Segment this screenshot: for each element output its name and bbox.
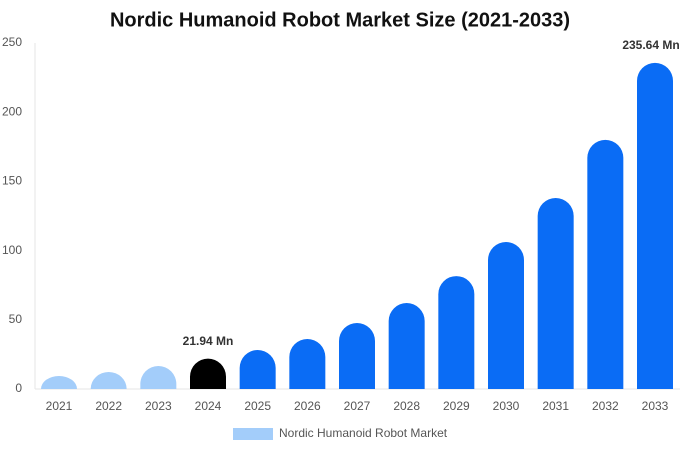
bar <box>438 276 475 389</box>
x-tick-label: 2030 <box>493 399 520 413</box>
x-tick-label: 2026 <box>294 399 321 413</box>
x-tick-label: 2031 <box>542 399 569 413</box>
bar <box>488 242 524 389</box>
bar <box>239 349 276 389</box>
y-tick-label: 100 <box>2 243 22 257</box>
bar <box>388 303 425 389</box>
bar <box>190 358 226 389</box>
value-label: 21.94 Mn <box>183 334 234 348</box>
value-label: 235.64 Mn <box>622 38 679 52</box>
x-tick-label: 2025 <box>244 399 271 413</box>
legend-label: Nordic Humanoid Robot Market <box>279 426 448 440</box>
y-tick-label: 0 <box>15 381 22 395</box>
x-tick-label: 2029 <box>443 399 470 413</box>
legend-swatch <box>233 428 273 440</box>
y-tick-label: 250 <box>2 35 22 49</box>
y-tick-label: 200 <box>2 104 22 118</box>
chart-title: Nordic Humanoid Robot Market Size (2021-… <box>110 9 570 31</box>
bar <box>587 139 624 389</box>
x-tick-label: 2033 <box>642 399 669 413</box>
x-tick-label: 2027 <box>344 399 371 413</box>
bar <box>41 375 77 389</box>
x-tick-label: 2022 <box>95 399 122 413</box>
x-tick-label: 2024 <box>195 399 222 413</box>
bar <box>339 322 375 389</box>
x-tick-label: 2028 <box>393 399 420 413</box>
x-tick-label: 2021 <box>46 399 73 413</box>
bar <box>537 198 574 389</box>
bar <box>289 339 326 389</box>
bar <box>637 62 673 390</box>
bar <box>140 366 177 389</box>
y-tick-label: 50 <box>9 312 23 326</box>
y-tick-label: 150 <box>2 174 22 188</box>
x-tick-label: 2023 <box>145 399 172 413</box>
bar <box>90 371 127 389</box>
x-tick-label: 2032 <box>592 399 619 413</box>
